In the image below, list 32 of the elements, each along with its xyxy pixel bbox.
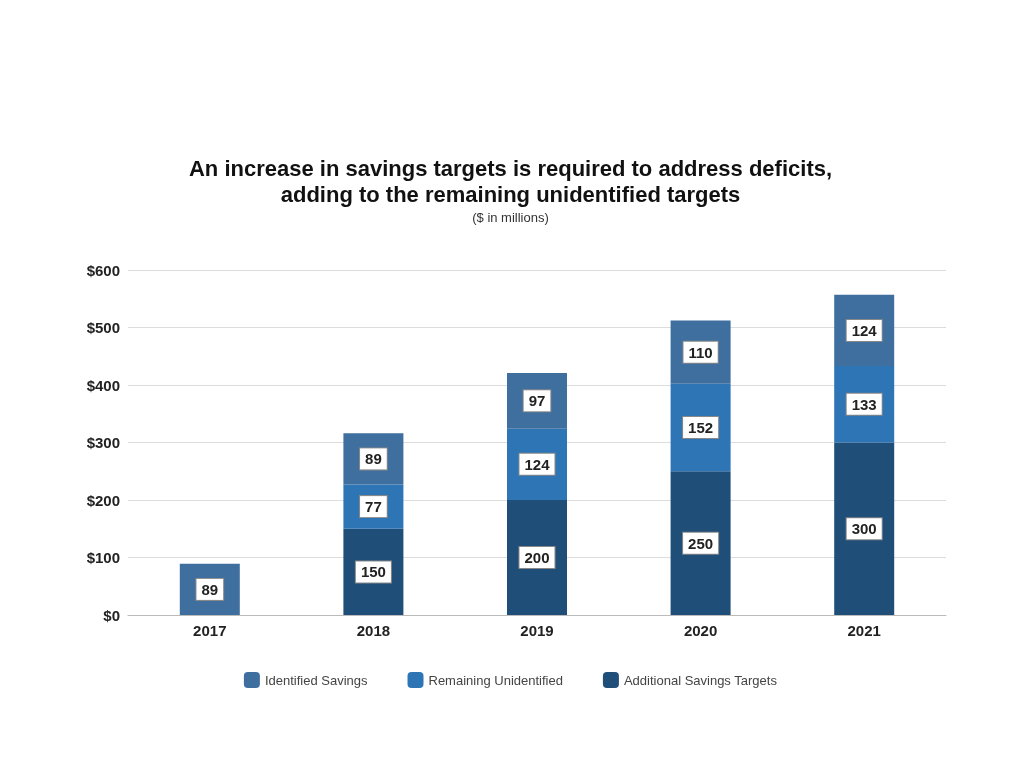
data-label: 124 — [851, 321, 878, 339]
data-label: 89 — [365, 450, 382, 468]
legend-label: Remaining Unidentified — [428, 672, 563, 688]
legend-label: Identified Savings — [264, 672, 369, 688]
y-tick-label: $200 — [86, 491, 120, 509]
data-label: 110 — [688, 343, 713, 361]
legend-label: Additional Savings Targets — [623, 672, 778, 688]
data-label: 77 — [365, 498, 382, 516]
y-tick-label: $100 — [86, 549, 120, 566]
bar — [834, 442, 895, 615]
data-label: 200 — [524, 549, 550, 566]
x-tick-label: 2017 — [193, 622, 227, 639]
data-label: 152 — [688, 419, 714, 437]
data-label: 97 — [528, 392, 546, 410]
x-tick-label: 2021 — [847, 622, 881, 639]
data-label: 124 — [524, 455, 551, 473]
data-label: 300 — [851, 520, 877, 538]
y-tick-label: $600 — [86, 261, 120, 279]
y-tick-label: $400 — [86, 376, 120, 394]
data-label: 250 — [688, 534, 714, 552]
y-tick-label: $500 — [86, 319, 120, 336]
x-tick-label: 2018 — [356, 622, 391, 639]
x-tick-label: 2019 — [520, 622, 554, 639]
y-tick-label: $300 — [86, 434, 120, 451]
data-label: 89 — [201, 580, 219, 598]
data-label: 150 — [360, 563, 386, 581]
chart-subtitle: ($ in millions) — [472, 210, 549, 225]
y-tick-label: $0 — [103, 606, 120, 624]
x-tick-label: 2020 — [683, 622, 718, 639]
chart-title: An increase in savings targets is required to address deficits, adding to the remaining unidentified targets — [188, 155, 833, 207]
data-label: 133 — [851, 395, 877, 413]
bar — [670, 471, 731, 615]
